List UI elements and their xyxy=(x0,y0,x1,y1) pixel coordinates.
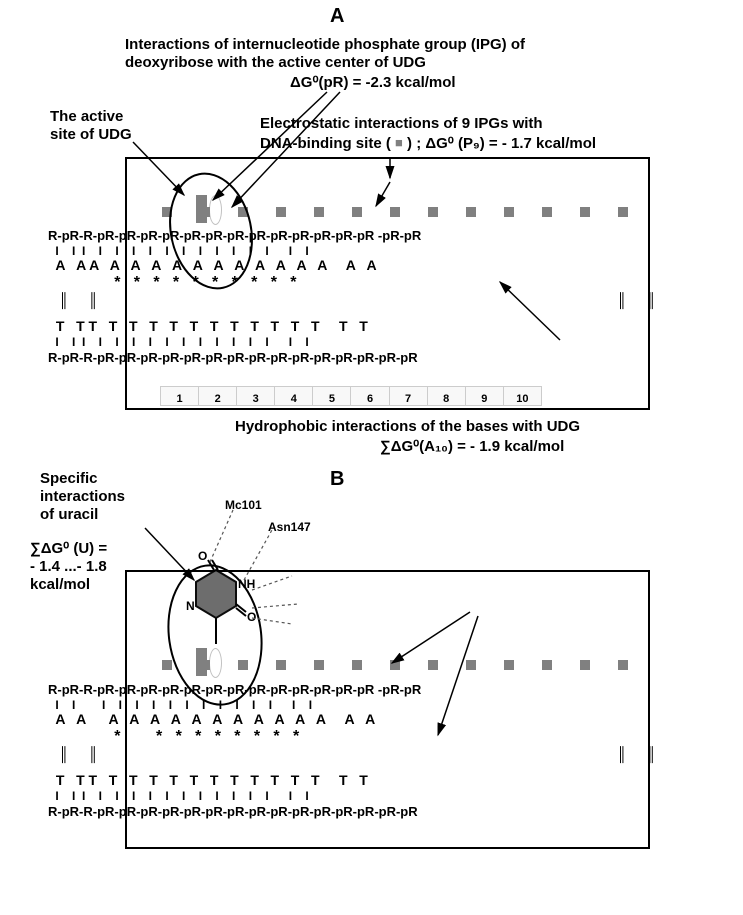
dna-b-mid1: ║ ║ xyxy=(55,746,98,762)
annot-dgu-l3: kcal/mol xyxy=(30,576,90,594)
ipg-oval-a xyxy=(209,195,222,225)
index-cell: 2 xyxy=(199,387,237,405)
annot-hydro: Hydrophobic interactions of the bases wi… xyxy=(235,418,580,436)
index-cell: 7 xyxy=(390,387,428,405)
annot-spec-l3: of uracil xyxy=(40,506,98,524)
annot-electro-l2: DNA-binding site ( ■ ) ; ΔG⁰ (P₉) = - 1.… xyxy=(260,135,596,153)
annot-ipg-line2: deoxyribose with the active center of UD… xyxy=(125,54,426,72)
res-asn147a: Asn147 xyxy=(268,520,311,534)
dna-a-top-backbone: R-pR-R-pR-pR-pR-pR-pR-pR-pR-pR-pR-pR-pR-… xyxy=(48,228,421,243)
index-cell: 6 xyxy=(351,387,389,405)
annot-dgu-l2: - 1.4 ...- 1.8 xyxy=(30,558,107,576)
dna-a-bases-bot: T T T T T T T T T T T T T T T T xyxy=(52,318,368,334)
annot-dg-pr: ΔG⁰(pR) = -2.3 kcal/mol xyxy=(290,74,456,92)
ipg-bar-b xyxy=(196,648,207,676)
index-cell: 8 xyxy=(428,387,466,405)
annot-spec-l1: Specific xyxy=(40,470,98,488)
dna-b-bot-conn: I I I I I I I I I I I I I I I I xyxy=(52,789,309,803)
res-mc101: Mc101 xyxy=(225,498,262,512)
dna-a-mid2: ║ ║ xyxy=(613,292,656,308)
annot-active-l1: The active xyxy=(50,108,123,126)
index-cell: 10 xyxy=(504,387,541,405)
dna-b-top-backbone: R-pR-R-pR-pR-pR-pR-pR-pR-pR-pR-pR-pR-pR-… xyxy=(48,682,421,697)
index-row-a: 12345678910 xyxy=(160,386,542,406)
annot-dgu-l1: ∑ΔG⁰ (U) = xyxy=(30,540,107,558)
index-cell: 3 xyxy=(237,387,275,405)
dna-b-bases-top: A A A A A A A A A A A A A A A xyxy=(52,711,375,727)
annot-spec-l2: interactions xyxy=(40,488,125,506)
dna-b-bot-backbone: R-pR-R-pR-pR-pR-pR-pR-pR-pR-pR-pR-pR-pR-… xyxy=(48,804,418,819)
ipg-oval-b xyxy=(209,648,222,678)
panel-b-label: B xyxy=(330,468,344,491)
dna-a-bot-backbone: R-pR-R-pR-pR-pR-pR-pR-pR-pR-pR-pR-pR-pR-… xyxy=(48,350,418,365)
figure-root: A Interactions of internucleotide phosph… xyxy=(0,0,743,915)
index-cell: 1 xyxy=(161,387,199,405)
ipg-legend-square-icon: ■ xyxy=(395,135,403,150)
annot-ipg-line1: Interactions of internucleotide phosphat… xyxy=(125,36,525,54)
ipg-bar-a xyxy=(196,195,207,223)
annot-electro-pre: DNA-binding site ( xyxy=(260,135,395,152)
dna-b-mid2: ║ ║ xyxy=(613,746,656,762)
dna-b-stars: * * * * * * * * * xyxy=(52,728,299,746)
dna-a-bases-top: A A A A A A A A A A A A A A A A xyxy=(52,257,377,273)
dna-a-mid1: ║ ║ xyxy=(55,292,98,308)
dna-a-stars: * * * * * * * * * * xyxy=(52,274,297,292)
annot-electro-l1: Electrostatic interactions of 9 IPGs wit… xyxy=(260,115,543,133)
panel-a-label: A xyxy=(330,5,344,28)
dna-b-bases-bot: T T T T T T T T T T T T T T T T xyxy=(52,772,368,788)
annot-electro-post: ) ; ΔG⁰ (P₉) = - 1.7 kcal/mol xyxy=(403,135,596,152)
index-cell: 4 xyxy=(275,387,313,405)
dna-a-bot-conn: I I I I I I I I I I I I I I I I xyxy=(52,335,309,349)
dna-a-top-conn: I I I I I I I I I I I I I I I I xyxy=(52,244,309,258)
annot-active-l2: site of UDG xyxy=(50,126,132,144)
dna-b-top-conn: I I I I I I I I I I I I I I I xyxy=(52,698,312,712)
annot-dg-a10: ∑ΔG⁰(A₁₀) = - 1.9 kcal/mol xyxy=(380,438,564,456)
index-cell: 5 xyxy=(313,387,351,405)
svg-text:O: O xyxy=(198,549,207,563)
index-cell: 9 xyxy=(466,387,504,405)
